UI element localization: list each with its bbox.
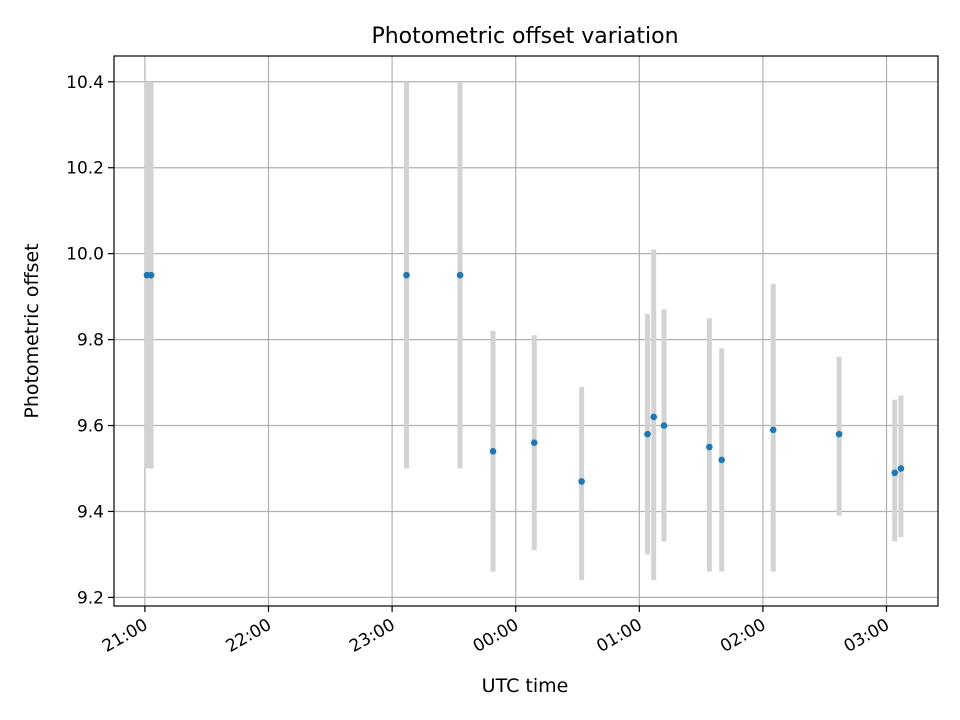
y-tick-label: 10.4 xyxy=(66,73,104,93)
grid-lines xyxy=(114,56,938,606)
data-point xyxy=(147,271,155,279)
data-point xyxy=(456,271,464,279)
data-point xyxy=(403,271,410,279)
data-point xyxy=(650,413,658,421)
y-axis-ticks: 9.2 9.4 9.6 9.8 10.0 10.2 10.4 xyxy=(66,73,114,608)
data-point xyxy=(769,426,777,434)
data-points xyxy=(143,271,905,485)
data-point xyxy=(644,430,651,438)
data-point xyxy=(718,456,725,464)
y-tick-label: 9.6 xyxy=(77,417,104,437)
data-point xyxy=(578,478,585,485)
y-tick-label: 9.8 xyxy=(77,331,104,351)
data-point xyxy=(835,430,843,438)
x-axis-label: UTC time xyxy=(482,675,569,697)
data-point xyxy=(489,448,497,455)
data-point xyxy=(706,443,713,451)
y-tick-label: 10.2 xyxy=(66,159,104,179)
data-point xyxy=(660,422,668,429)
data-point xyxy=(897,465,905,472)
y-axis-label: Photometric offset xyxy=(21,243,43,418)
data-point xyxy=(891,469,899,477)
chart-title: Photometric offset variation xyxy=(371,24,678,49)
plot-area-frame xyxy=(113,55,939,607)
data-point xyxy=(530,439,538,447)
y-tick-label: 9.4 xyxy=(77,502,104,522)
y-tick-label: 9.2 xyxy=(77,588,104,608)
y-tick-label: 10.0 xyxy=(66,245,104,265)
